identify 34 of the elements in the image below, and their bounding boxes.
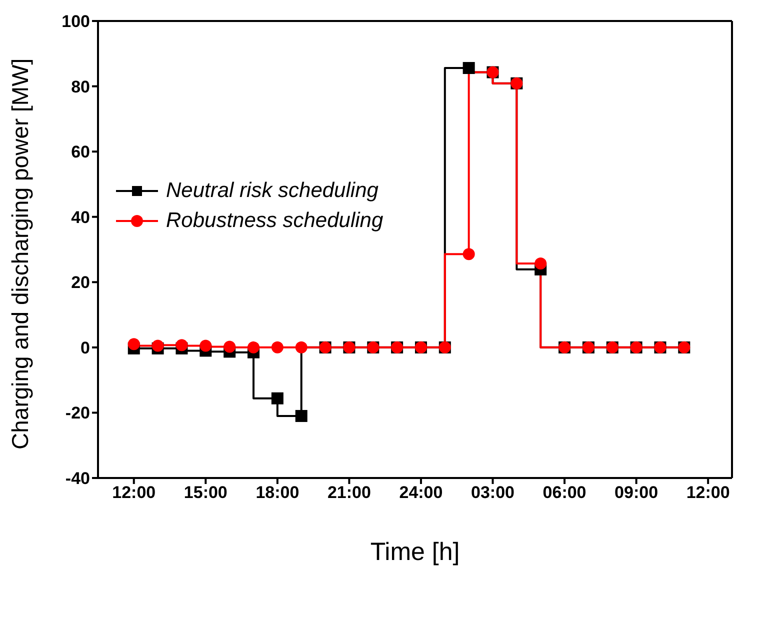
y-tick-label: 100 [62, 12, 90, 32]
x-tick-label: 06:00 [542, 483, 586, 502]
x-axis-title: Time [h] [370, 538, 460, 566]
point [152, 340, 164, 352]
point [248, 341, 260, 354]
y-tick-label: -40 [65, 469, 90, 488]
point [295, 341, 308, 354]
point [200, 340, 212, 352]
x-tick-label: 12:00 [686, 483, 730, 502]
x-tick-label: 12:00 [112, 483, 156, 502]
x-tick-label: 18:00 [256, 483, 300, 502]
point [295, 410, 308, 422]
y-tick-label: 20 [71, 273, 90, 292]
y-tick-label: 0 [80, 338, 90, 358]
y-tick-label: 80 [71, 77, 90, 96]
x-tick-label: 15:00 [184, 483, 228, 502]
text: 24:00 [399, 483, 443, 502]
x-tick-label: 03:00 [471, 483, 514, 502]
y-tick-label: -20 [65, 404, 90, 423]
legend-label: Neutral risk scheduling [166, 179, 378, 203]
point [271, 392, 284, 404]
x-tick-label: 21:00 [327, 483, 371, 502]
point [176, 339, 188, 352]
y-tick-label: 40 [71, 208, 90, 227]
y-tick-label: 60 [71, 142, 90, 162]
point [128, 338, 140, 350]
x-tick-label: 09:00 [614, 483, 658, 502]
point [462, 62, 475, 74]
legend-label: Robustness scheduling [166, 209, 384, 233]
point [224, 340, 236, 353]
point [462, 248, 475, 260]
point [271, 341, 284, 354]
point [534, 258, 547, 270]
y-axis-title: Charging and discharging power [MW] [7, 58, 34, 450]
